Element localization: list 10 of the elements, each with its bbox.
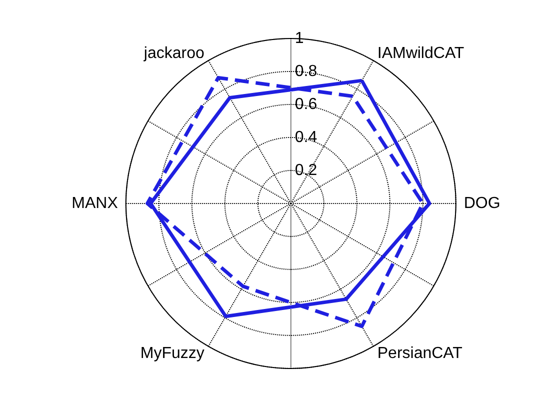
y-tick-label: 0.2 xyxy=(294,162,318,179)
spoke-label: jackaroo xyxy=(142,45,204,62)
spoke-label: IAMwildCAT xyxy=(377,45,464,62)
y-tick-label: 0.6 xyxy=(294,96,318,113)
spoke-label: MANX xyxy=(72,194,118,212)
y-tick-label: 0.8 xyxy=(294,62,318,80)
spoke-label: DOG xyxy=(464,194,500,212)
y-tick-label: 0.4 xyxy=(294,128,318,146)
spoke-label: PersianCAT xyxy=(377,344,463,362)
spoke-label: MyFuzzy xyxy=(140,344,204,362)
